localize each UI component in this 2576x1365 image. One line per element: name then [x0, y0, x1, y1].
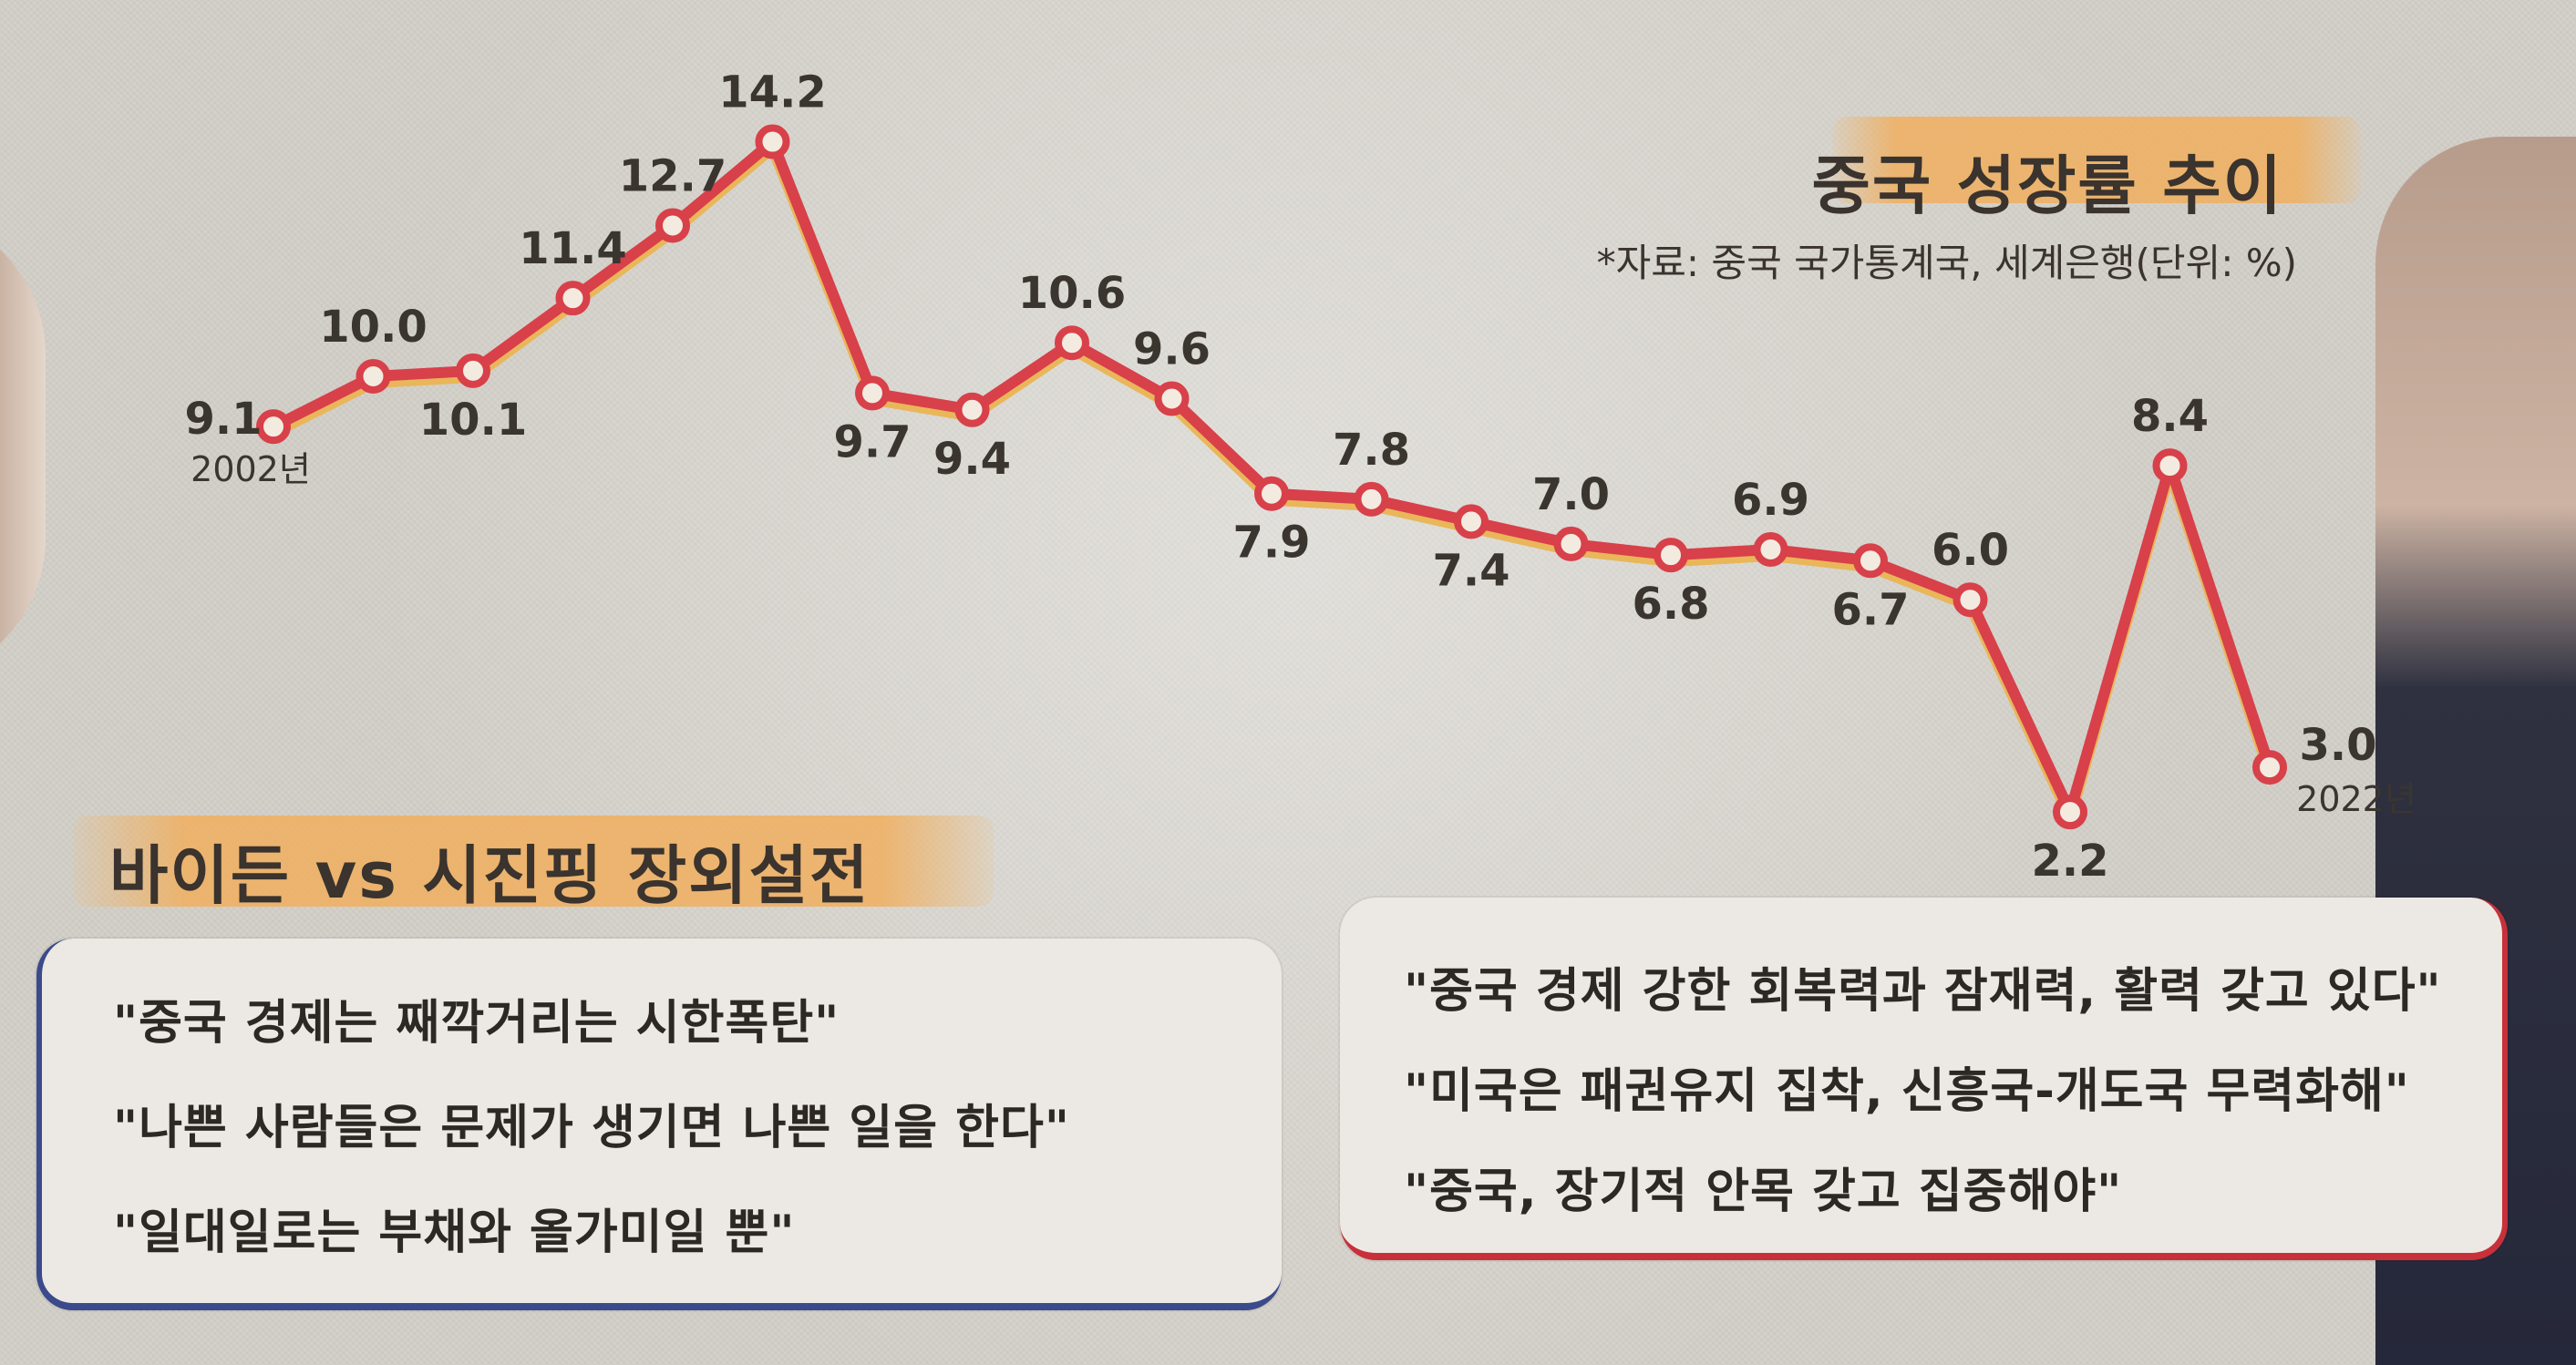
data-label: 9.4: [933, 434, 1011, 485]
section-title-highlight: [73, 816, 994, 907]
data-point: [2252, 750, 2287, 785]
biden-quote-box: "중국 경제는 째깍거리는 시한폭탄" "나쁜 사람들은 문제가 생기면 나쁜 …: [36, 939, 1282, 1310]
biden-quote-2: "나쁜 사람들은 문제가 생기면 나쁜 일을 한다": [113, 1101, 1070, 1155]
data-label: 10.6: [1018, 268, 1126, 319]
data-label: 10.1: [419, 395, 527, 446]
data-point: [2152, 448, 2188, 484]
xi-quote-1: "중국 경제 강한 회복력과 잠재력, 활력 갖고 있다": [1404, 964, 2442, 1019]
data-point: [1853, 543, 1888, 579]
chart-source: *자료: 중국 국가통계국, 세계은행(단위: %): [1596, 241, 2297, 285]
data-label: 7.8: [1333, 425, 1410, 476]
data-point: [1254, 476, 1289, 511]
data-label: 9.1: [184, 394, 262, 445]
x-label-last-year: 2022년: [2296, 779, 2416, 819]
data-point: [1553, 526, 1589, 561]
xi-quote-3: "중국, 장기적 안목 갖고 집중해야": [1404, 1165, 2123, 1219]
data-point: [456, 353, 490, 388]
section-title: 바이든 vs 시진핑 장외설전: [109, 838, 871, 913]
data-point: [1055, 325, 1089, 361]
biden-quote-1: "중국 경제는 째깍거리는 시한폭탄": [113, 996, 840, 1051]
data-label: 6.9: [1732, 475, 1809, 526]
data-point: [855, 375, 890, 411]
data-point: [1753, 532, 1788, 568]
data-point: [1953, 582, 1988, 618]
data-point: [1454, 504, 1489, 539]
data-point: [256, 409, 291, 445]
data-label: 7.0: [1532, 469, 1610, 520]
data-point: [2053, 795, 2087, 830]
xi-quote-2: "미국은 패권유지 집착, 신흥국-개도국 무력화해": [1404, 1064, 2410, 1119]
data-point: [954, 392, 990, 427]
data-label: 6.0: [1932, 525, 2009, 576]
data-label: 12.7: [619, 150, 726, 201]
data-point: [655, 208, 690, 243]
data-label: 7.9: [1232, 518, 1310, 569]
data-point: [555, 281, 591, 316]
data-label: 10.0: [319, 302, 427, 353]
data-point: [1154, 381, 1190, 416]
chart-title: 중국 성장률 추이: [1811, 149, 2283, 223]
data-label: 7.4: [1432, 545, 1510, 596]
data-label: 11.4: [519, 223, 626, 274]
data-label: 14.2: [718, 67, 826, 118]
data-point: [1654, 538, 1688, 573]
data-label: 9.7: [833, 416, 911, 467]
title-highlight: [1832, 117, 2361, 203]
data-label: 2.2: [2031, 836, 2108, 887]
data-point: [755, 124, 790, 159]
data-label: 3.0: [2299, 720, 2376, 771]
data-label: 6.8: [1632, 579, 1709, 630]
data-label: 8.4: [2131, 391, 2209, 442]
data-label: 9.6: [1133, 324, 1211, 375]
data-point: [355, 359, 391, 394]
x-label-first-year: 2002년: [191, 449, 311, 489]
biden-quote-3: "일대일로는 부채와 올가미일 뿐": [113, 1206, 796, 1260]
data-point: [1354, 481, 1389, 517]
xi-quote-box: "중국 경제 강한 회복력과 잠재력, 활력 갖고 있다" "미국은 패권유지 …: [1340, 898, 2508, 1260]
data-label: 6.7: [1831, 584, 1909, 635]
